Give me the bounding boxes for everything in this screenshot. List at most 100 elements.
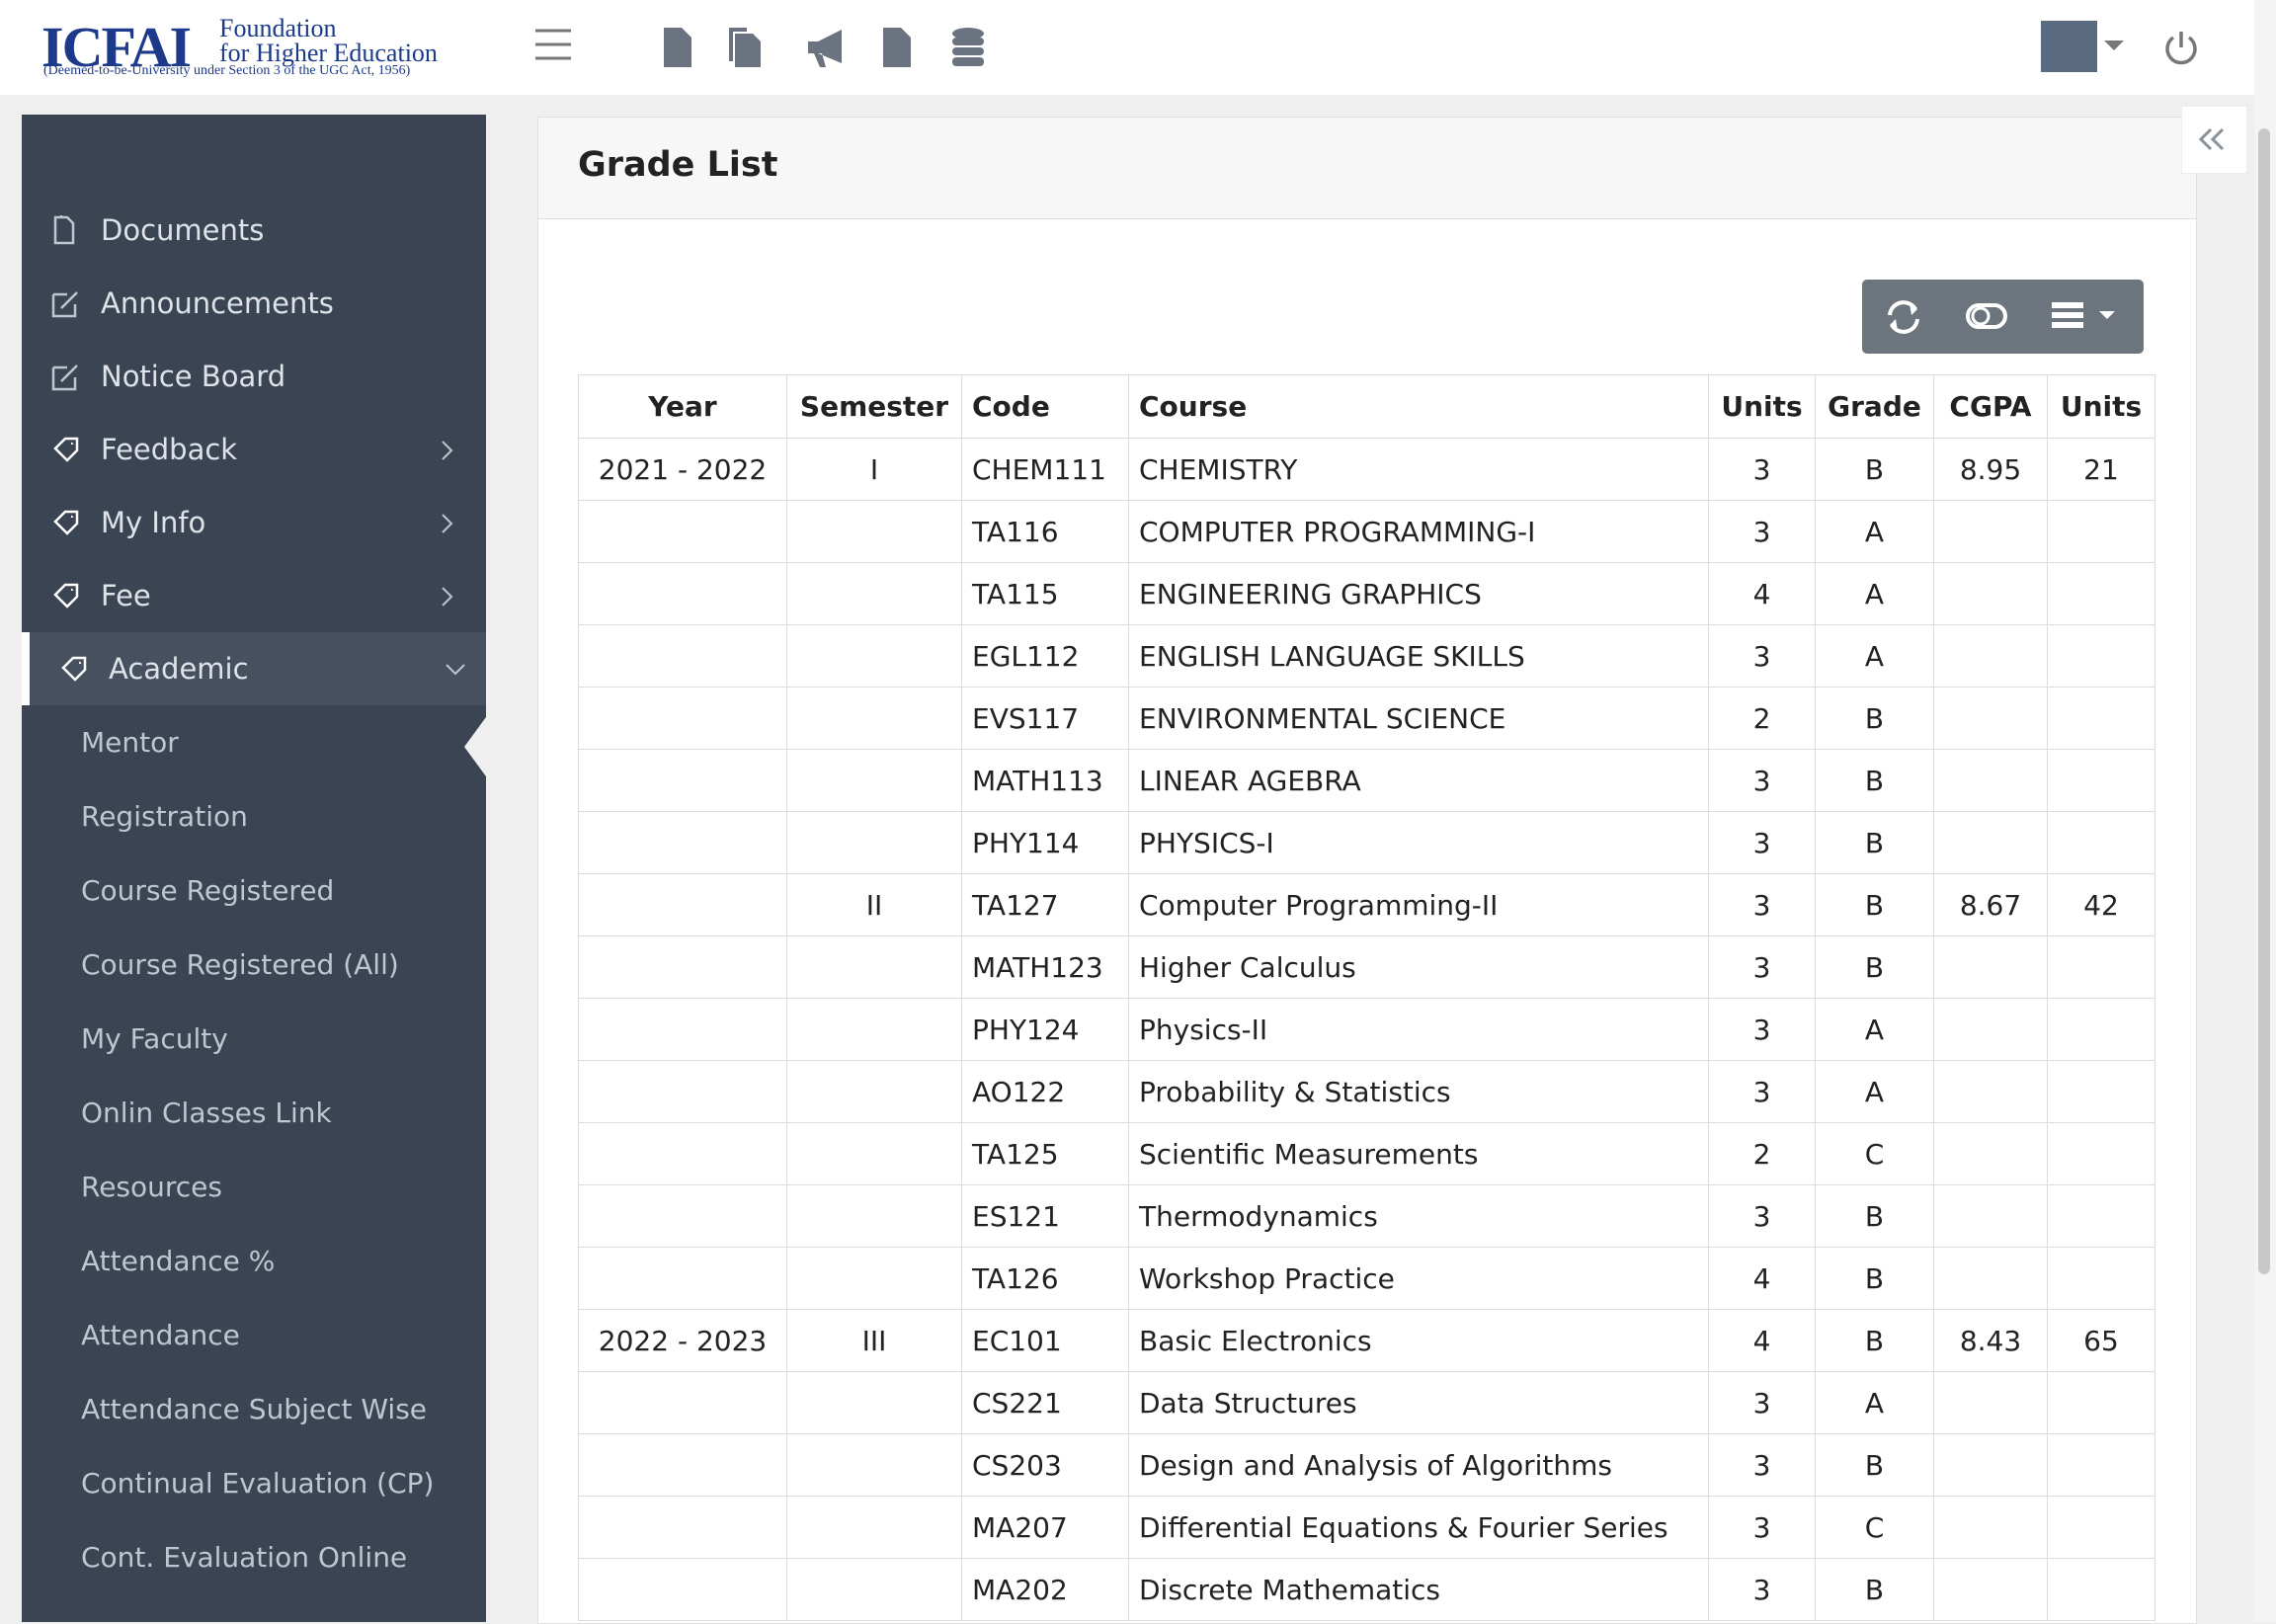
table-cell: Physics-II — [1128, 998, 1709, 1061]
table-cell — [1933, 749, 2048, 812]
menu-item[interactable]: Announcements — [22, 267, 486, 340]
table-cell: Thermodynamics — [1128, 1184, 1709, 1248]
submenu-item[interactable]: Registration — [81, 800, 248, 833]
submenu-item[interactable]: Mentor — [81, 726, 179, 759]
submenu-item[interactable]: Onlin Classes Link — [81, 1096, 332, 1129]
table-cell: B — [1815, 1558, 1934, 1621]
table-cell — [1933, 1558, 2048, 1621]
menu-item[interactable]: Fee — [22, 559, 486, 632]
table-row: 2022 - 2023 III EC101 Basic Electronics 4 B 8.… — [578, 1309, 2155, 1372]
table-cell — [1933, 1496, 2048, 1559]
table-cell — [1933, 500, 2048, 563]
table-cell: 4 — [1708, 562, 1816, 625]
submenu-item[interactable]: Course Registered (All) — [81, 948, 399, 981]
refresh-button[interactable] — [1884, 297, 1923, 337]
dropdown-caret[interactable] — [2102, 38, 2126, 53]
table-cell: B — [1815, 811, 1934, 874]
table-cell: 8.95 — [1933, 438, 2048, 501]
table-cell: TA115 — [961, 562, 1129, 625]
table-row: AO122 Probability & Statistics 3 A — [578, 1060, 2155, 1123]
table-cell: B — [1815, 873, 1934, 936]
submenu-item[interactable]: Course Registered — [81, 874, 335, 907]
table-row: TA125 Scientific Measurements 2 C — [578, 1122, 2155, 1185]
table-cell — [1933, 687, 2048, 750]
menu-item[interactable]: Feedback — [22, 413, 486, 486]
table-cell: B — [1815, 749, 1934, 812]
avatar[interactable] — [2041, 21, 2097, 72]
table-body: 2021 - 2022 I CHEM111 CHEMISTRY 3 B 8.95 21 TA11… — [578, 438, 2155, 1621]
menu-item[interactable]: Documents — [22, 194, 486, 267]
submenu-item[interactable]: Continual Evaluation (CP) — [81, 1467, 435, 1500]
table-cell: 3 — [1708, 1184, 1816, 1248]
table-cell — [578, 1247, 787, 1310]
scrollbar — [2254, 0, 2276, 1622]
table-cell: A — [1815, 998, 1934, 1061]
table-cell — [786, 687, 962, 750]
menu-item[interactable]: Academic — [22, 632, 486, 705]
table-cell: ENGLISH LANGUAGE SKILLS — [1128, 624, 1709, 688]
icon[interactable] — [729, 28, 761, 67]
menu-item[interactable]: Notice Board — [22, 340, 486, 413]
icon[interactable] — [808, 30, 842, 67]
table-cell: B — [1815, 1247, 1934, 1310]
submenu-item[interactable]: Cont. Evaluation Online — [81, 1541, 408, 1574]
menu-label: Announcements — [101, 286, 334, 320]
table-row: MA202 Discrete Mathematics 3 B — [578, 1558, 2155, 1621]
table-row: EVS117 ENVIRONMENTAL SCIENCE 2 B — [578, 687, 2155, 750]
menu-label: Feedback — [101, 433, 238, 466]
table-cell: CS221 — [961, 1371, 1129, 1434]
table-cell: 2 — [1708, 687, 1816, 750]
collapse-tab[interactable] — [2181, 106, 2247, 174]
table-cell: EC101 — [961, 1309, 1129, 1372]
submenu-item[interactable]: My Faculty — [81, 1022, 228, 1055]
toggle-button[interactable] — [1965, 301, 2008, 333]
table-cell — [578, 811, 787, 874]
submenu-item[interactable]: Attendance % — [81, 1245, 276, 1277]
logout[interactable] — [2163, 30, 2199, 65]
table-row: TA115 ENGINEERING GRAPHICS 4 A — [578, 562, 2155, 625]
table-cell: 3 — [1708, 624, 1816, 688]
table-cell — [578, 998, 787, 1061]
menu-label: My Info — [101, 506, 206, 539]
table-row: II TA127 Computer Programming-II 3 B 8.67 42 — [578, 873, 2155, 936]
logo-line: for Higher Education — [219, 39, 438, 67]
columns-button[interactable] — [2050, 301, 2129, 333]
icon[interactable] — [952, 28, 984, 66]
table-cell: B — [1815, 935, 1934, 999]
submenu-item[interactable]: Resources — [81, 1171, 222, 1203]
table-cell: C — [1815, 1122, 1934, 1185]
icon[interactable] — [883, 28, 911, 67]
table-row: CS221 Data Structures 3 A — [578, 1371, 2155, 1434]
table-cell: Data Structures — [1128, 1371, 1709, 1434]
table-cell — [2047, 811, 2155, 874]
table-cell: 3 — [1708, 873, 1816, 936]
table-cell: AO122 — [961, 1060, 1129, 1123]
table-cell — [786, 500, 962, 563]
table-row: MA207 Differential Equations & Fourier Se… — [578, 1496, 2155, 1559]
table-cell — [1933, 1184, 2048, 1248]
menu-item[interactable]: My Info — [22, 486, 486, 559]
table-cell: A — [1815, 624, 1934, 688]
table-cell: 21 — [2047, 438, 2155, 501]
logo-tagline: (Deemed-to-be-University under Section 3… — [43, 63, 411, 78]
icon[interactable] — [664, 28, 691, 67]
submenu-item[interactable]: Attendance Subject Wise — [81, 1393, 428, 1425]
table-cell — [578, 1060, 787, 1123]
scroll-thumb[interactable] — [2258, 128, 2270, 1274]
table-row: EGL112 ENGLISH LANGUAGE SKILLS 3 A — [578, 624, 2155, 688]
table-cell: III — [786, 1309, 962, 1372]
table-cell — [578, 749, 787, 812]
table-row: MATH123 Higher Calculus 3 B — [578, 935, 2155, 999]
menu-toggle[interactable] — [533, 25, 573, 64]
menu-label: Documents — [101, 213, 265, 247]
submenu-item[interactable]: Attendance — [81, 1319, 240, 1351]
table-cell — [578, 500, 787, 563]
table-cell — [1933, 1371, 2048, 1434]
table-cell — [786, 998, 962, 1061]
table-cell — [1933, 998, 2048, 1061]
table-cell: TA127 — [961, 873, 1129, 936]
table-cell — [578, 873, 787, 936]
table-cell: 3 — [1708, 935, 1816, 999]
chevron — [442, 441, 453, 460]
